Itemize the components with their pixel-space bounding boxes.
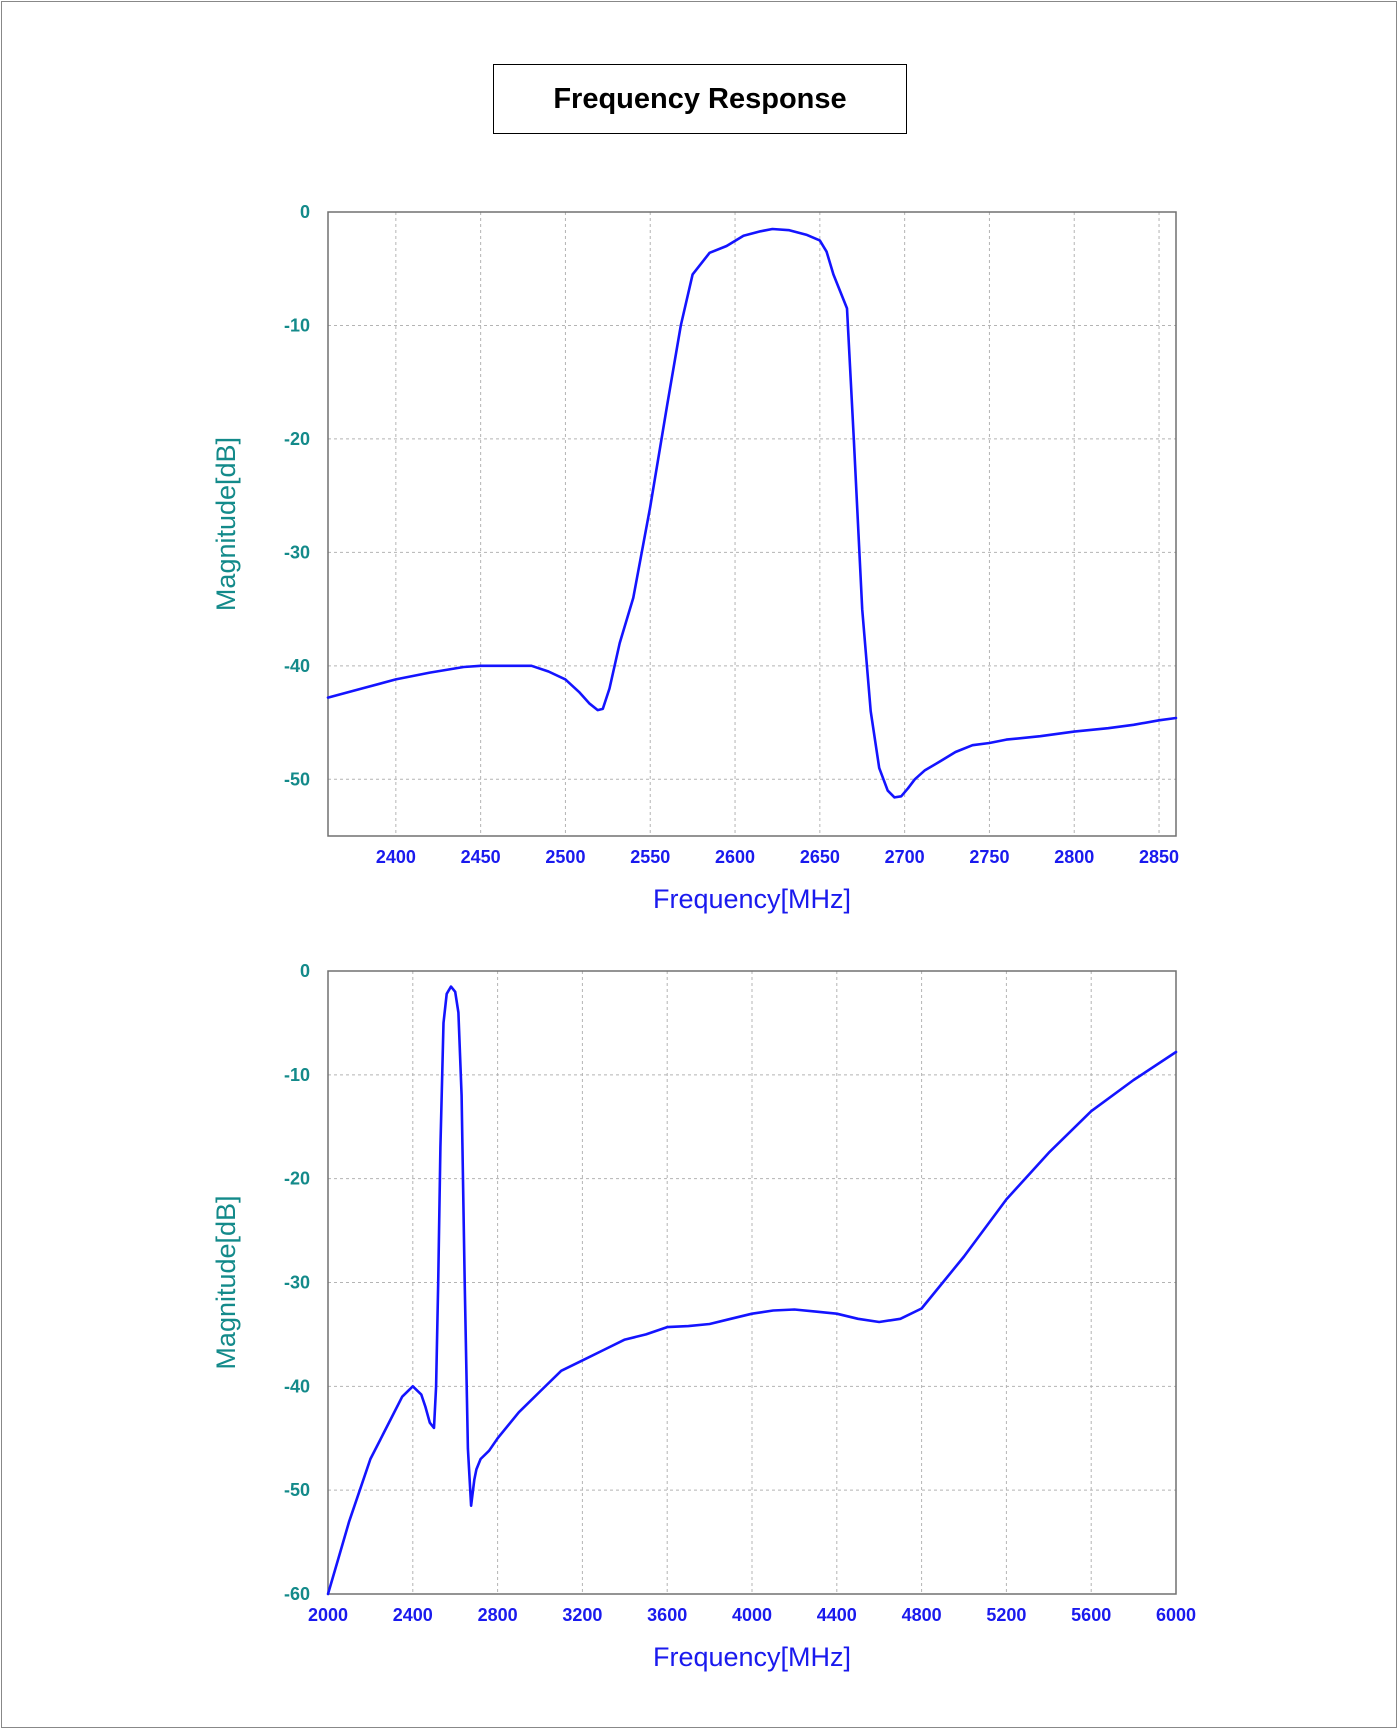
x-tick-label: 5600: [1071, 1605, 1111, 1625]
page-title: Frequency Response: [553, 82, 847, 115]
x-tick-label: 6000: [1156, 1605, 1196, 1625]
wideband-chart: 2000 2400 2800 3200 3600 4000 4400 4800 5200 5600…: [211, 961, 1196, 1672]
x-tick-label: 2800: [478, 1605, 518, 1625]
x-tick-label: 2500: [545, 847, 585, 867]
x-tick-label: 2800: [1054, 847, 1094, 867]
x-tick-label: 2650: [800, 847, 840, 867]
x-tick-label: 3200: [562, 1605, 602, 1625]
y-tick-label: -30: [284, 542, 310, 562]
y-tick-label: -60: [284, 1584, 310, 1604]
x-tick-label: 2750: [969, 847, 1009, 867]
x-tick-label: 2400: [393, 1605, 433, 1625]
passband-chart: 2400 2450 2500 2550 2600 2650 2700 2750 2800 2850…: [211, 202, 1179, 914]
y-tick-label: -50: [284, 1480, 310, 1500]
x-tick-label: 5200: [986, 1605, 1026, 1625]
plot-area: [327, 970, 1177, 1595]
y-tick-label: -40: [284, 1376, 310, 1396]
y-tick-label: 0: [300, 961, 310, 981]
x-tick-label: 4400: [817, 1605, 857, 1625]
x-axis-label: Frequency[MHz]: [653, 1642, 851, 1672]
y-tick-label: 0: [300, 202, 310, 222]
grid: [328, 212, 1176, 836]
grid: [328, 971, 1176, 1594]
x-tick-label: 2450: [461, 847, 501, 867]
x-tick-label: 2550: [630, 847, 670, 867]
y-axis-label: Magnitude[dB]: [211, 1195, 241, 1369]
x-axis-label: Frequency[MHz]: [653, 884, 851, 914]
x-tick-label: 2600: [715, 847, 755, 867]
y-tick-label: -10: [284, 315, 310, 335]
series-line-0: [326, 985, 1178, 1596]
x-tick-label: 2000: [308, 1605, 348, 1625]
y-axis-label: Magnitude[dB]: [211, 437, 241, 611]
y-tick-label: -40: [284, 656, 310, 676]
y-tick-label: -20: [284, 429, 310, 449]
x-tick-label: 4800: [902, 1605, 942, 1625]
x-tick-label: 2400: [376, 847, 416, 867]
y-tick-label: -50: [284, 769, 310, 789]
plot-area: [327, 211, 1177, 837]
x-tick-label: 2700: [885, 847, 925, 867]
x-tick-label: 2850: [1139, 847, 1179, 867]
series-line-0: [326, 227, 1178, 799]
y-tick-label: -20: [284, 1169, 310, 1189]
y-tick-label: -30: [284, 1273, 310, 1293]
y-tick-label: -10: [284, 1065, 310, 1085]
x-tick-label: 3600: [647, 1605, 687, 1625]
title-box: Frequency Response: [493, 64, 907, 134]
x-tick-label: 4000: [732, 1605, 772, 1625]
